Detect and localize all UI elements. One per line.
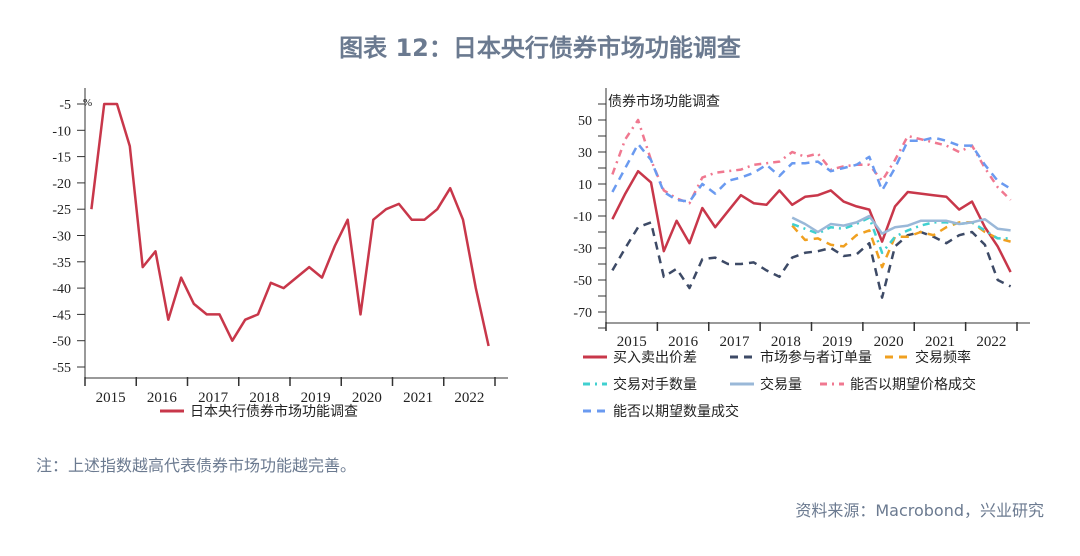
legend-label: 买入卖出价差	[613, 350, 697, 366]
x-tick-label: 2016	[147, 390, 178, 406]
y-tick-label: -30	[52, 230, 71, 245]
legend-label: 交易频率	[915, 349, 971, 366]
legend-label: 能否以期望数量成交	[613, 403, 739, 420]
legend-label: 交易对手数量	[613, 376, 697, 393]
x-tick-label: 2015	[96, 390, 126, 406]
series-line	[791, 214, 1011, 235]
series-line	[611, 221, 1012, 299]
source-text: 资料来源：Macrobond，兴业研究	[795, 501, 1044, 520]
figure-title: 图表 12：日本央行债券市场功能调查	[339, 34, 741, 62]
x-tick-label: 2021	[925, 334, 955, 350]
series-line	[611, 169, 1012, 273]
x-tick-label: 2015	[617, 334, 647, 350]
y-tick-label: -50	[573, 274, 592, 289]
x-tick-label: 2021	[403, 390, 433, 406]
y-tick-label: -35	[52, 256, 71, 271]
x-tick-label: 2016	[668, 334, 699, 350]
legend-label: 市场参与者订单量	[760, 349, 872, 366]
x-tick-label: 2022	[976, 334, 1006, 350]
legend-label: 能否以期望价格成交	[850, 376, 976, 393]
x-tick-label: 2019	[822, 334, 852, 350]
x-tick-label: 2019	[301, 390, 331, 406]
y-tick-label: -20	[52, 177, 71, 192]
x-tick-label: 2020	[874, 334, 904, 350]
legend-label: 交易量	[760, 376, 802, 393]
y-tick-label: -25	[52, 203, 71, 218]
chart-title: 债券市场功能调查	[608, 93, 720, 110]
y-tick-label: -70	[573, 306, 592, 321]
y-tick-label: 30	[578, 146, 592, 161]
series-line	[90, 102, 490, 347]
x-tick-label: 2020	[352, 390, 382, 406]
footnote: 注：上述指数越高代表债券市场功能越完善。	[36, 456, 357, 475]
y-tick-label: -10	[52, 124, 71, 139]
series-line	[791, 221, 1011, 269]
y-unit-label: %	[83, 97, 92, 109]
y-tick-label: -50	[52, 335, 71, 350]
x-tick-label: 2017	[198, 390, 229, 406]
legend-label: 日本央行债券市场功能调查	[190, 403, 358, 420]
y-tick-label: -10	[573, 210, 592, 225]
y-tick-label: -40	[52, 282, 71, 297]
y-tick-label: 10	[578, 178, 592, 193]
y-tick-label: -5	[59, 98, 71, 113]
x-tick-label: 2018	[249, 390, 279, 406]
series-line	[611, 118, 1012, 205]
series-line	[611, 136, 1012, 203]
y-tick-label: -15	[52, 151, 71, 166]
series-line	[791, 216, 1011, 255]
x-tick-label: 2018	[771, 334, 801, 350]
x-tick-label: 2022	[454, 390, 484, 406]
y-tick-label: -30	[573, 242, 592, 257]
y-tick-label: -45	[52, 308, 71, 323]
y-tick-label: 50	[578, 114, 592, 129]
y-tick-label: -55	[52, 361, 71, 376]
x-tick-label: 2017	[719, 334, 750, 350]
